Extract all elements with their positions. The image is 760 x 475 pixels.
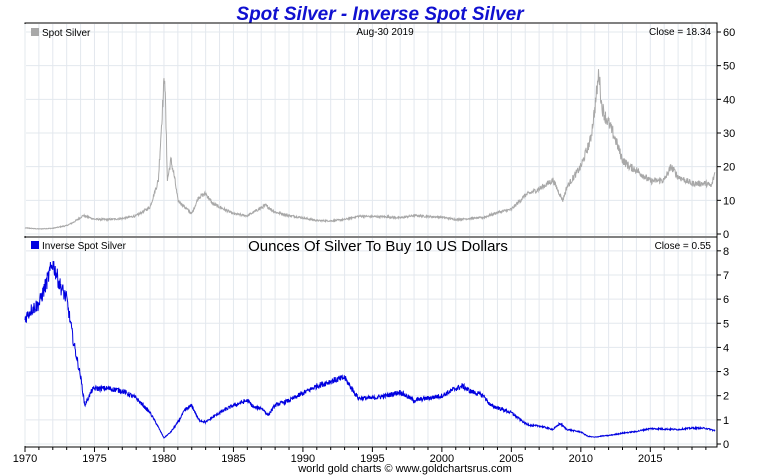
spot-silver-legend-swatch bbox=[31, 28, 39, 36]
x-tick-label: 2010 bbox=[569, 453, 593, 465]
y-tick-label: 50 bbox=[723, 61, 735, 73]
y-tick-label: 4 bbox=[723, 342, 729, 354]
x-tick-label: 2000 bbox=[430, 453, 454, 465]
y-tick-label: 40 bbox=[723, 94, 735, 106]
y-tick-label: 20 bbox=[723, 162, 735, 174]
y-tick-label: 5 bbox=[723, 318, 729, 330]
top-panel: 0 10 20 30 40 50 60 Spot Silver Aug-30 2019 Cl… bbox=[24, 22, 735, 241]
y-tick-label: 0 bbox=[723, 229, 729, 241]
footer-credit: world gold charts © www.goldchartsrus.co… bbox=[297, 463, 512, 475]
y-tick-label: 7 bbox=[723, 270, 729, 282]
y-tick-label: 10 bbox=[723, 195, 735, 207]
bottom-close-label: Close = 0.55 bbox=[655, 241, 712, 252]
bottom-panel: 0 1 2 3 4 5 6 7 8 Inverse Spot Silver Ounces Of … bbox=[24, 236, 729, 451]
chart-title: Spot Silver - Inverse Spot Silver bbox=[236, 4, 525, 25]
x-tick-label: 1985 bbox=[221, 453, 245, 465]
top-panel-frame bbox=[24, 22, 718, 238]
y-tick-label: 0 bbox=[723, 439, 729, 451]
x-tick-label: 1995 bbox=[360, 453, 384, 465]
x-tick-label: 1980 bbox=[152, 453, 176, 465]
inverse-silver-legend-swatch bbox=[31, 241, 39, 249]
spot-silver-legend-label: Spot Silver bbox=[42, 28, 91, 39]
x-tick-label: 2015 bbox=[638, 453, 662, 465]
y-tick-label: 3 bbox=[723, 367, 729, 379]
bottom-subtitle: Ounces Of Silver To Buy 10 US Dollars bbox=[248, 238, 508, 255]
y-tick-label: 1 bbox=[723, 415, 729, 427]
bottom-panel-frame bbox=[24, 236, 718, 448]
inverse-silver-legend-label: Inverse Spot Silver bbox=[42, 241, 127, 252]
y-tick-label: 8 bbox=[723, 246, 729, 258]
y-tick-label: 60 bbox=[723, 27, 735, 39]
top-date-label: Aug-30 2019 bbox=[356, 27, 414, 38]
x-tick-label: 2005 bbox=[499, 453, 523, 465]
x-tick-label: 1975 bbox=[82, 453, 106, 465]
y-tick-label: 30 bbox=[723, 128, 735, 140]
x-tick-label: 1990 bbox=[291, 453, 315, 465]
y-tick-label: 6 bbox=[723, 294, 729, 306]
inverse-silver-line bbox=[24, 260, 716, 439]
top-close-label: Close = 18.34 bbox=[649, 27, 711, 38]
x-tick-label: 1970 bbox=[13, 453, 37, 465]
spot-silver-line bbox=[24, 69, 716, 230]
y-tick-label: 2 bbox=[723, 391, 729, 403]
